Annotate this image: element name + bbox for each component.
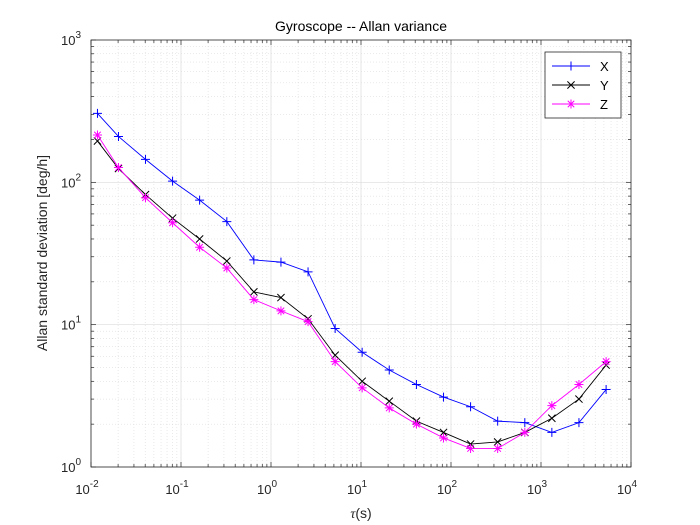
series-y-point (195, 235, 204, 243)
series-y-point (439, 428, 448, 437)
series-y-line (97, 140, 607, 445)
series-x-point (520, 418, 530, 428)
series-x-point (140, 154, 150, 164)
series-z-point (168, 218, 178, 228)
series-z-point (601, 357, 611, 367)
x-tick-label: 102 (437, 479, 457, 497)
series-y (93, 137, 611, 448)
series-x-line (97, 113, 607, 433)
series-z-point (222, 263, 232, 273)
y-tick-label: 101 (61, 315, 81, 333)
series-x-point (303, 267, 313, 277)
series-x-point (113, 131, 123, 141)
x-tick-label: 10-2 (75, 479, 99, 497)
series-x-point (574, 418, 584, 428)
series-z-point (493, 443, 503, 453)
series-x-point (384, 365, 394, 375)
x-axis-label-symbol: τ (350, 507, 356, 522)
legend-y-marker (567, 81, 575, 89)
series-z-point (330, 357, 340, 367)
series-y-point (574, 395, 583, 404)
y-tick-label: 103 (61, 30, 81, 48)
series-x-point (466, 402, 476, 412)
x-tick-labels: 10-2 10-1 100 101 102 103 104 (75, 479, 637, 497)
series-z-point (547, 401, 557, 411)
series-z-point (195, 242, 205, 252)
series-z (92, 130, 611, 453)
series-z-point (384, 403, 394, 413)
series-z-point (276, 306, 286, 316)
legend-z-label: Z (600, 97, 608, 112)
series-x-point (547, 427, 557, 437)
series-y-point (385, 397, 394, 406)
series-z-point (140, 193, 150, 203)
series-z-point (520, 427, 530, 437)
series-x-point (493, 416, 503, 426)
series-y-point (249, 287, 258, 296)
tick-marks (90, 39, 632, 468)
x-tick-label: 104 (617, 479, 637, 497)
series-y-point (547, 414, 556, 423)
series-x-point (222, 217, 232, 227)
series-z-point (466, 443, 476, 453)
x-tick-label: 101 (347, 479, 367, 497)
series-z-point (411, 419, 421, 429)
x-tick-label: 100 (257, 479, 277, 497)
series-x (92, 108, 611, 437)
x-tick-label: 10-1 (165, 479, 189, 497)
series-z-line (97, 134, 607, 449)
series-x-point (601, 385, 611, 395)
legend-entries: XYZ (552, 59, 609, 112)
series-y-point (222, 257, 231, 265)
series-z-point (439, 433, 449, 443)
legend: XYZ (544, 51, 622, 119)
legend-x-marker (566, 61, 576, 71)
y-axis-label: Allan standard deviation [deg/h] (34, 155, 50, 351)
series-z-point (303, 317, 313, 327)
series-z-point (574, 379, 584, 389)
chart-title: Gyroscope -- Allan variance (275, 18, 447, 34)
y-tick-labels: 100 101 102 103 (61, 30, 81, 475)
y-tick-label: 102 (61, 172, 81, 190)
series-z-point (249, 295, 259, 305)
series-y-point (493, 437, 502, 446)
series-x-point (330, 323, 340, 333)
series-z-point (357, 383, 367, 393)
series-x-point (195, 195, 205, 205)
y-tick-label: 100 (61, 457, 81, 475)
series-x-point (439, 392, 449, 402)
series-x-point (357, 347, 367, 357)
legend-z-marker (566, 99, 576, 109)
series-layer (92, 108, 611, 453)
x-axis-label-unit: (s) (355, 505, 371, 521)
grid (90, 40, 631, 468)
series-z-point (92, 130, 102, 140)
x-axis-label: τ(s) (350, 505, 371, 522)
series-x-point (168, 176, 178, 186)
series-x-point (411, 379, 421, 389)
x-tick-label: 103 (527, 479, 547, 497)
legend-y-label: Y (600, 78, 609, 93)
series-x-point (249, 255, 259, 265)
series-z-point (113, 163, 123, 173)
series-y-point (358, 377, 367, 386)
legend-x-label: X (600, 59, 609, 74)
series-x-point (92, 108, 102, 118)
series-y-point (276, 293, 285, 302)
series-x-point (276, 257, 286, 267)
